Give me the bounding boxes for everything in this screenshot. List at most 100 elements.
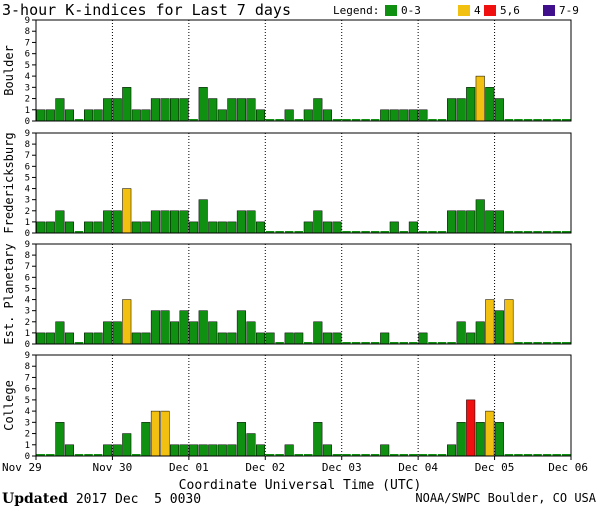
k-bar	[141, 109, 151, 122]
k-bar	[170, 321, 180, 345]
k-bar	[370, 119, 380, 121]
k-bar	[284, 109, 294, 122]
x-tick-label: Dec 03	[322, 461, 362, 474]
k-bar	[198, 310, 208, 345]
y-tick-label: 4	[25, 185, 30, 195]
k-bar	[198, 444, 208, 457]
k-bar	[255, 444, 266, 457]
k-bar	[93, 221, 103, 234]
k-bar	[189, 119, 198, 121]
k-bar	[275, 342, 284, 344]
y-tick-label: 8	[25, 140, 30, 150]
k-bar	[552, 342, 561, 344]
k-bar	[36, 221, 46, 234]
k-bar	[456, 210, 466, 234]
k-bar	[504, 231, 514, 233]
k-bar	[265, 332, 275, 345]
k-bar	[475, 199, 485, 234]
k-bar	[227, 221, 237, 234]
k-bar	[160, 310, 170, 345]
k-bar	[514, 231, 523, 233]
k-bar	[361, 342, 370, 344]
k-bar	[170, 210, 180, 234]
y-tick-label: 9	[25, 16, 30, 26]
k-bar	[255, 332, 266, 345]
k-bar	[255, 221, 266, 234]
k-bar	[179, 210, 189, 234]
k-bar	[304, 342, 313, 344]
k-bar	[74, 231, 84, 233]
k-bar	[45, 221, 55, 234]
k-bar	[389, 221, 399, 234]
k-bar	[236, 422, 246, 457]
k-bar	[122, 188, 132, 234]
x-axis-label: Coordinate Universal Time (UTC)	[179, 478, 422, 493]
k-bar	[399, 109, 409, 122]
y-tick-label: 8	[25, 27, 30, 37]
k-bar	[437, 231, 447, 233]
y-tick-label: 2	[25, 318, 30, 328]
k-bar	[246, 433, 256, 457]
y-tick-label: 3	[25, 196, 30, 206]
k-bar	[93, 454, 103, 456]
k-bar	[408, 221, 418, 234]
panel-name: Boulder	[2, 45, 16, 96]
k-bar	[456, 321, 466, 345]
k-bar	[514, 454, 523, 456]
y-tick-label: 1	[25, 329, 30, 339]
k-bar	[533, 342, 542, 344]
panel-name: Est. Planetary	[2, 243, 16, 344]
k-bar	[36, 109, 46, 122]
k-bar	[332, 454, 342, 456]
k-bar	[236, 210, 246, 234]
k-bar	[189, 321, 199, 345]
x-tick-label: Dec 02	[245, 461, 285, 474]
k-bar	[342, 119, 351, 121]
k-bar	[208, 221, 218, 234]
k-bar	[370, 342, 380, 344]
k-bar	[294, 332, 304, 345]
k-bar	[103, 210, 113, 234]
legend-label: Legend:	[333, 4, 379, 17]
k-bar	[389, 454, 399, 456]
k-bar	[131, 332, 141, 345]
y-tick-label: 5	[25, 173, 30, 183]
k-bar	[322, 109, 332, 122]
k-bar	[514, 119, 523, 121]
k-bar	[84, 109, 94, 122]
k-bar	[246, 210, 256, 234]
legend-entry: 0-3	[401, 4, 421, 17]
k-bar	[303, 221, 313, 234]
k-bar	[236, 98, 246, 122]
k-bar	[112, 210, 122, 234]
k-bar	[322, 221, 332, 234]
k-bar	[294, 231, 303, 233]
y-tick-label: 1	[25, 106, 30, 116]
legend-swatch	[385, 5, 397, 16]
k-bar	[456, 98, 466, 122]
panel-frame	[35, 243, 572, 345]
k-bar	[275, 119, 284, 121]
footer-source: NOAA/SWPC Boulder, CO USA	[415, 491, 596, 505]
k-bar	[428, 231, 437, 233]
k-bar	[160, 210, 170, 234]
k-bar	[170, 98, 180, 122]
k-bar	[304, 454, 313, 456]
legend-swatch	[543, 5, 555, 16]
y-tick-label: 5	[25, 61, 30, 71]
k-bar	[313, 210, 323, 234]
k-bar	[561, 231, 571, 233]
k-bar	[332, 221, 342, 234]
k-bar	[46, 454, 55, 456]
k-bar	[284, 332, 294, 345]
y-tick-label: 0	[25, 117, 30, 127]
k-bar	[504, 119, 514, 121]
panel-frame	[35, 354, 572, 457]
k-bar	[45, 109, 55, 122]
k-bar	[523, 119, 533, 121]
k-bar	[552, 231, 561, 233]
k-bar	[160, 98, 170, 122]
k-bar	[561, 119, 571, 121]
k-bar	[561, 454, 571, 456]
